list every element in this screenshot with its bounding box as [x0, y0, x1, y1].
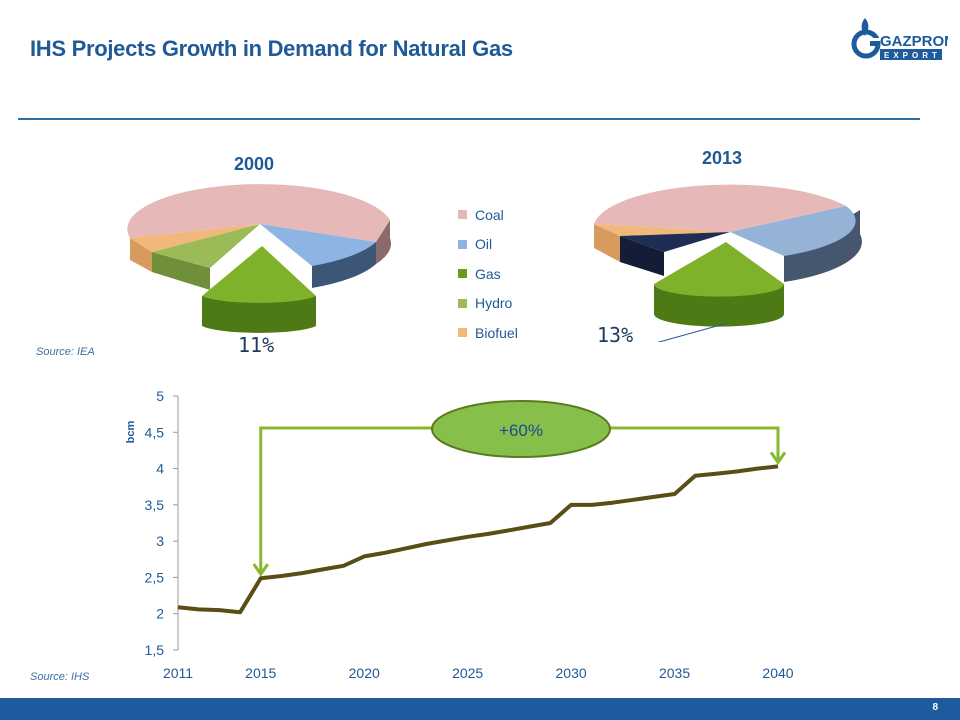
legend-swatch-biofuel [458, 328, 467, 338]
pie-2013-title: 2013 [702, 148, 743, 168]
x-axis: 2011 2015 2020 2025 2030 2035 2040 [163, 665, 794, 681]
x-tick-label: 2025 [452, 665, 483, 681]
pie-2013-other-side [620, 236, 664, 276]
growth-arrow-head [252, 563, 269, 577]
logo-text-main: GAZPROM [880, 33, 948, 50]
growth-bubble-shape [431, 400, 611, 458]
source-ihs: Source: IHS [30, 671, 90, 683]
y-axis: 1,5 2 2,5 3 3,5 4 4,5 5 [145, 388, 179, 658]
title-divider [18, 118, 920, 120]
legend-label-coal: Coal [475, 206, 504, 223]
y-tick-label: 1,5 [145, 642, 165, 658]
pie-2000-biofuel-side [130, 238, 152, 272]
legend-swatch-gas [458, 269, 467, 279]
legend-item-coal: Coal [458, 200, 518, 230]
pie-2013-gas-percent: 13% [597, 323, 634, 347]
pie-2000-slice-coal [127, 184, 391, 242]
legend-label-biofuel: Biofuel [475, 324, 518, 341]
pie-legend: Coal Oil Gas Hydro Biofuel [458, 200, 518, 348]
legend-label-oil: Oil [475, 236, 493, 253]
x-tick-label: 2015 [245, 665, 276, 681]
pie-2000-slice-gas [202, 246, 316, 303]
legend-item-biofuel: Biofuel [458, 318, 518, 348]
y-axis-label: bcm [125, 420, 137, 443]
footer-bar: 8 [0, 698, 960, 720]
source-iea: Source: IEA [36, 346, 95, 358]
pie-2013-slice-oil [730, 206, 856, 256]
x-tick-label: 2035 [659, 665, 690, 681]
legend-item-oil: Oil [458, 230, 518, 260]
legend-item-gas: Gas [458, 259, 518, 289]
pie-2000-gas-percent: 11% [238, 333, 275, 357]
pie-2013-slice-other [620, 232, 730, 252]
pie-2000-slice-gas-side [202, 296, 316, 333]
pie-2000-coal-side-right [376, 220, 392, 264]
y-tick-label: 5 [156, 388, 164, 404]
legend-swatch-oil [458, 239, 467, 249]
series-line-demand [177, 464, 779, 615]
slide-title: IHS Projects Growth in Demand for Natura… [30, 36, 513, 61]
legend-swatch-hydro [458, 298, 467, 308]
x-tick-label: 2020 [349, 665, 380, 681]
y-tick-label: 4,5 [145, 424, 165, 440]
line-chart: 1,5 2 2,5 3 3,5 4 4,5 5 2011 2015 2020 2025 2030 203… [125, 388, 794, 681]
pie-2000-title: 2000 [234, 154, 275, 174]
pie-2000-slice-biofuel [130, 224, 260, 252]
growth-bubble-label: +60% [499, 421, 543, 440]
y-tick-label: 2,5 [145, 569, 165, 585]
pie-2000-hydro-side [152, 252, 210, 290]
page-number: 8 [932, 702, 938, 713]
pie-2000-chart [127, 184, 392, 333]
growth-arrow-head [769, 451, 787, 466]
y-tick-label: 4 [156, 461, 164, 477]
pie-2013-biofuel-side [594, 224, 620, 262]
legend-item-hydro: Hydro [458, 289, 518, 319]
y-tick-label: 3 [156, 533, 164, 549]
x-tick-label: 2040 [762, 665, 793, 681]
legend-swatch-coal [458, 210, 467, 220]
x-tick-label: 2030 [556, 665, 587, 681]
pie-2000-slice-hydro [152, 224, 260, 268]
x-tick-label: 2011 [163, 665, 193, 681]
y-tick-label: 3,5 [145, 497, 165, 513]
pie-2013-chart [594, 184, 862, 342]
gazprom-export-logo: GAZPROM EXPORT [851, 18, 948, 60]
legend-label-hydro: Hydro [475, 295, 513, 312]
growth-bubble: +60% [431, 400, 611, 458]
pie-2000-oil-side [312, 242, 376, 288]
pie-2013-slice-gas [654, 242, 784, 297]
pie-2013-leader-line [657, 323, 725, 342]
y-tick-label: 2 [156, 606, 164, 622]
pie-2013-slice-coal [594, 184, 846, 232]
legend-label-gas: Gas [475, 265, 501, 282]
pie-2013-slice-biofuel [594, 224, 730, 236]
logo-text-sub: EXPORT [884, 51, 941, 60]
pie-2000-slice-oil [260, 224, 376, 266]
